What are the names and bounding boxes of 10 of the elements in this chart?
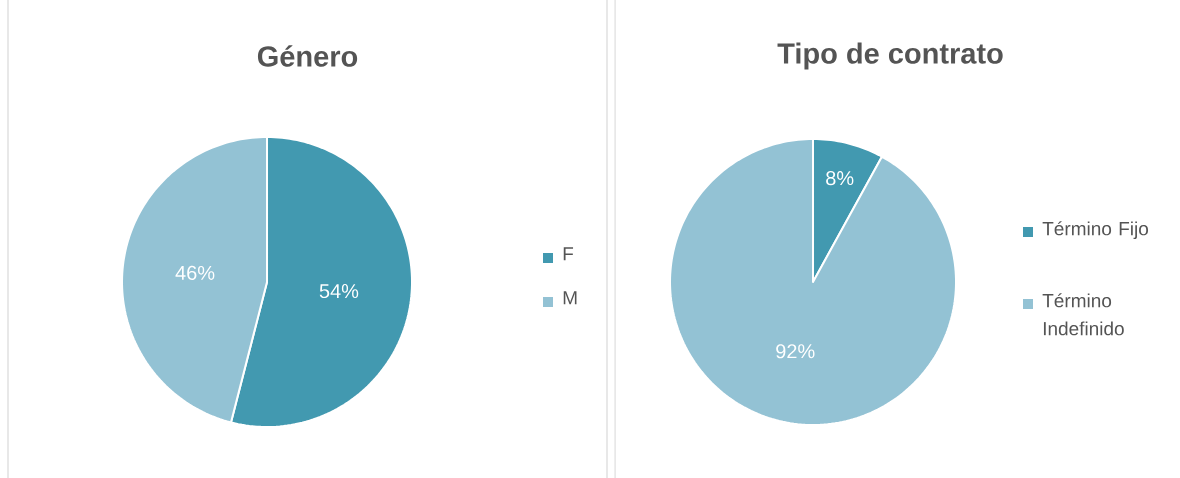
legend-label: Término Indefinido bbox=[1042, 293, 1124, 336]
legend-label: F bbox=[563, 247, 574, 261]
chart-title: Género bbox=[257, 45, 358, 67]
legend-label: Término Fijo bbox=[1042, 221, 1149, 240]
data-label: 54% bbox=[319, 284, 359, 299]
data-label: 46% bbox=[175, 265, 215, 280]
legend-label: M bbox=[563, 291, 577, 305]
data-label: 92% bbox=[776, 344, 815, 359]
chart-title: Tipo de contrato bbox=[777, 42, 1003, 70]
data-label: 8% bbox=[826, 171, 854, 186]
